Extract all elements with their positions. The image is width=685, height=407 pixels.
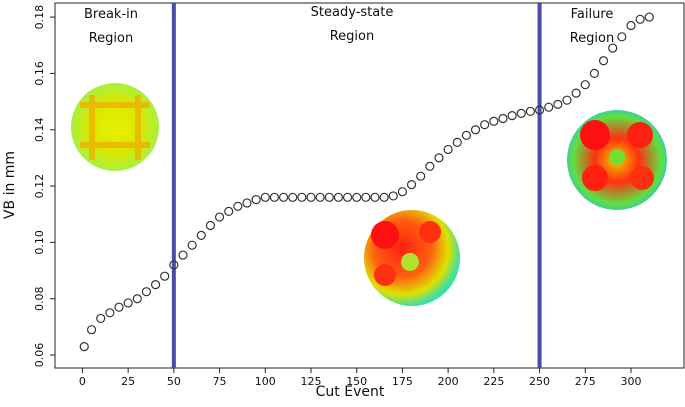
x-tick-label: 250 [529, 375, 550, 388]
data-point [534, 105, 545, 115]
region-label: Steady-state [311, 5, 394, 20]
region-label: Region [89, 31, 134, 46]
data-point [498, 113, 508, 124]
data-point [470, 125, 481, 135]
data-point [123, 298, 133, 308]
heatmap-inset [71, 83, 159, 171]
data-point [214, 212, 225, 222]
data-point [461, 130, 472, 140]
data-point [324, 192, 334, 202]
data-point [553, 99, 563, 109]
data-point [315, 192, 325, 202]
data-point [626, 20, 636, 31]
y-axis-label: VB in mm [2, 151, 18, 219]
x-tick-label: 225 [483, 375, 504, 388]
data-point [297, 192, 307, 202]
data-point [288, 192, 298, 202]
data-point [580, 80, 590, 90]
data-point [306, 192, 316, 202]
data-point [608, 43, 618, 53]
data-point [169, 260, 179, 270]
heatmap-inset [567, 110, 667, 210]
data-point [79, 341, 89, 352]
data-point [233, 201, 243, 211]
data-point [507, 111, 517, 121]
data-point [278, 192, 289, 202]
y-tick-label: 0.06 [33, 343, 46, 368]
data-point [132, 294, 142, 304]
data-point [269, 192, 280, 202]
data-point [379, 192, 389, 202]
data-point [443, 144, 453, 155]
data-point [544, 102, 554, 112]
data-point [96, 313, 106, 324]
data-point [150, 280, 161, 290]
data-point [406, 180, 417, 190]
data-point [416, 171, 426, 181]
data-point [187, 240, 197, 250]
x-tick-label: 50 [167, 375, 181, 388]
data-point [105, 308, 115, 318]
y-tick-label: 0.18 [33, 5, 46, 30]
y-tick-label: 0.14 [33, 117, 46, 142]
data-point [352, 192, 362, 202]
data-point [242, 198, 252, 208]
y-tick-label: 0.08 [33, 286, 46, 311]
data-point [525, 106, 536, 117]
region-label: Break-in [84, 7, 138, 22]
data-point [342, 192, 353, 202]
data-point [425, 161, 435, 171]
data-point [571, 88, 581, 98]
data-point [434, 153, 444, 163]
data-point [224, 206, 234, 217]
data-point [361, 192, 371, 202]
plot-frame [54, 2, 685, 369]
y-tick-label: 0.16 [33, 61, 46, 86]
data-point [489, 116, 499, 126]
data-point [333, 192, 344, 202]
data-point [562, 95, 572, 105]
data-point [260, 192, 270, 202]
data-point [598, 56, 609, 66]
x-axis-label: Cut Event [316, 384, 385, 400]
data-point [370, 192, 380, 202]
x-tick-label: 0 [79, 375, 86, 388]
x-tick-label: 100 [255, 375, 276, 388]
x-tick-label: 150 [346, 375, 367, 388]
x-tick-label: 275 [575, 375, 596, 388]
x-tick-label: 300 [620, 375, 641, 388]
x-tick-label: 25 [121, 375, 135, 388]
y-tick-label: 0.12 [33, 174, 46, 199]
data-point [196, 230, 206, 240]
data-point [178, 250, 188, 260]
heatmap-inset [364, 210, 460, 306]
x-tick-label: 200 [438, 375, 459, 388]
data-point [644, 12, 654, 22]
region-label: Region [330, 29, 375, 44]
data-point [251, 194, 261, 205]
data-point [452, 137, 462, 148]
data-point [114, 302, 124, 312]
data-point [516, 108, 526, 119]
data-point [589, 68, 600, 79]
region-label: Region [570, 31, 615, 46]
y-tick-label: 0.10 [33, 230, 46, 255]
data-point [160, 271, 170, 281]
data-point [397, 187, 408, 197]
data-point [617, 32, 627, 42]
data-point [141, 287, 152, 297]
x-tick-label: 125 [300, 375, 321, 388]
x-tick-label: 75 [213, 375, 227, 388]
data-point [86, 325, 97, 335]
data-point [205, 220, 216, 231]
data-point [388, 191, 398, 201]
data-point [480, 120, 490, 130]
region-label: Failure [571, 7, 614, 22]
x-tick-label: 175 [392, 375, 413, 388]
data-point [635, 14, 645, 24]
